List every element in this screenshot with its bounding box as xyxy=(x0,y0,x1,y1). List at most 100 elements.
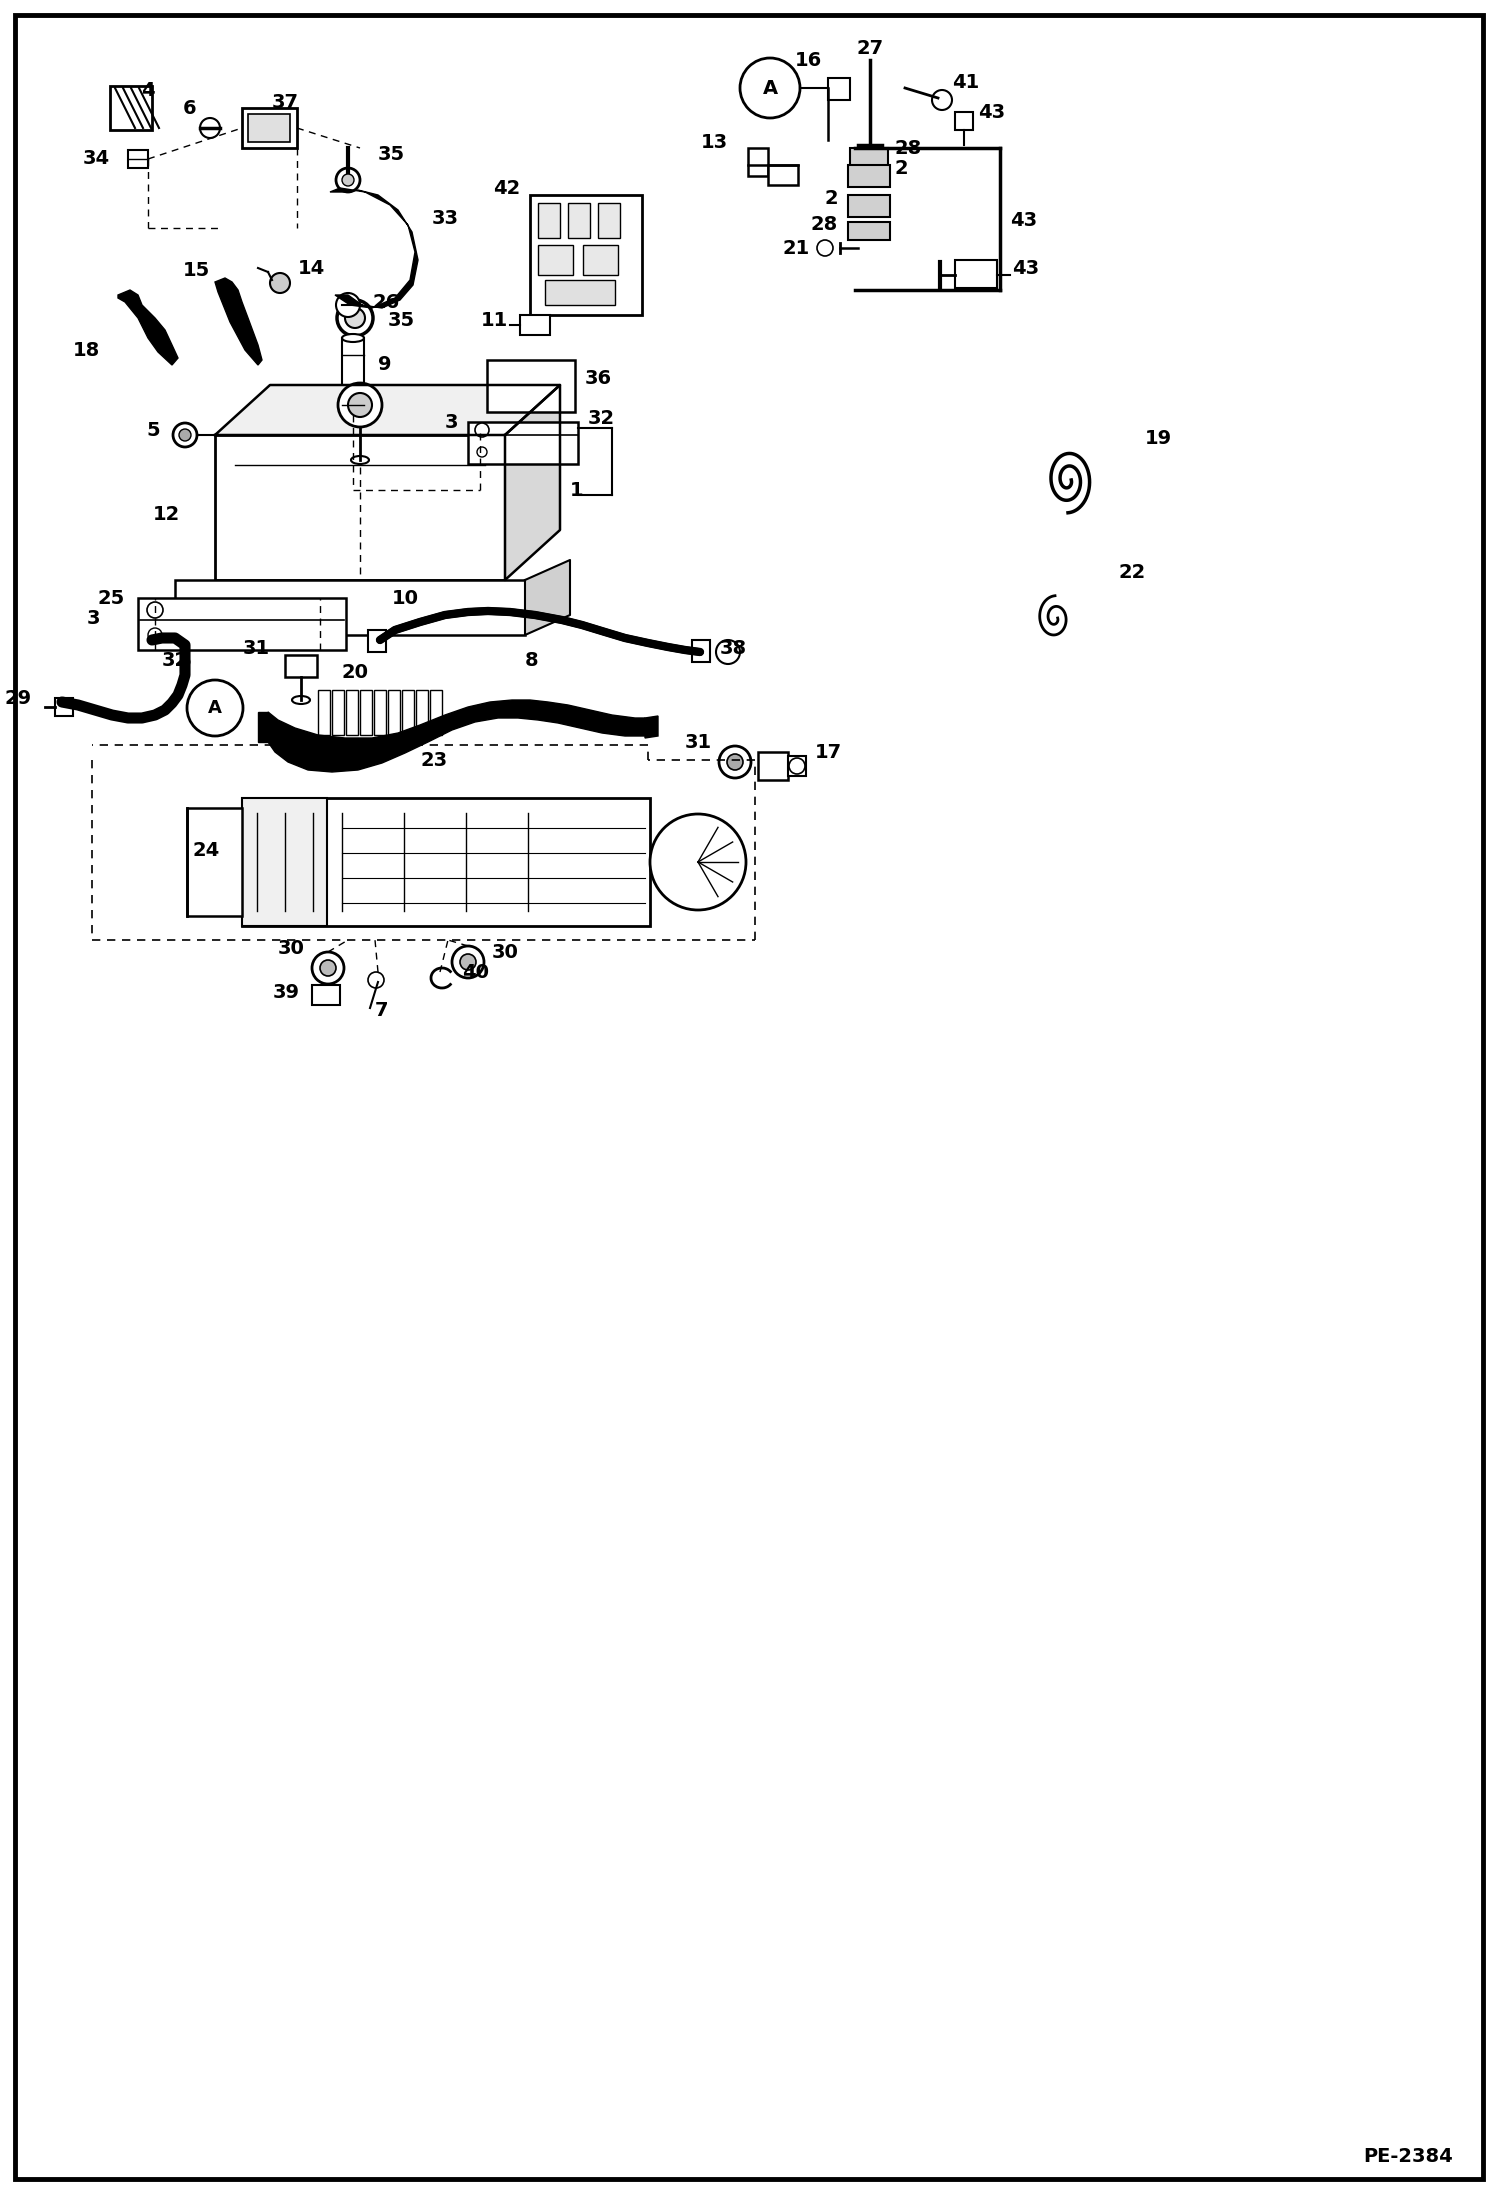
Bar xyxy=(342,338,364,410)
Circle shape xyxy=(312,952,345,983)
Bar xyxy=(333,689,345,735)
Text: 11: 11 xyxy=(481,312,508,329)
Text: 39: 39 xyxy=(273,983,300,1000)
Bar xyxy=(530,195,643,316)
Bar xyxy=(360,689,372,735)
Text: A: A xyxy=(208,700,222,717)
Ellipse shape xyxy=(351,456,369,463)
Circle shape xyxy=(719,746,750,779)
Bar xyxy=(138,599,346,649)
Bar xyxy=(243,108,297,147)
Circle shape xyxy=(789,757,804,774)
Text: 37: 37 xyxy=(271,94,298,112)
Bar xyxy=(848,222,890,239)
Bar xyxy=(312,985,340,1005)
Text: 27: 27 xyxy=(857,39,884,57)
Bar xyxy=(346,689,358,735)
Bar xyxy=(545,281,616,305)
Text: 3: 3 xyxy=(445,412,458,432)
Text: 34: 34 xyxy=(82,149,109,167)
Text: 31: 31 xyxy=(685,733,712,753)
Circle shape xyxy=(345,307,366,327)
Bar xyxy=(848,165,890,186)
Text: A: A xyxy=(762,79,777,97)
Text: 22: 22 xyxy=(1118,562,1146,581)
Text: 32: 32 xyxy=(589,408,616,428)
Polygon shape xyxy=(216,279,262,364)
Circle shape xyxy=(727,755,743,770)
Bar xyxy=(956,261,998,287)
Text: 20: 20 xyxy=(342,663,369,682)
Bar xyxy=(956,112,974,129)
Polygon shape xyxy=(330,189,418,307)
Bar xyxy=(175,579,524,634)
Bar xyxy=(520,316,550,336)
Text: 14: 14 xyxy=(298,259,325,276)
Text: 33: 33 xyxy=(431,208,458,228)
Text: 42: 42 xyxy=(493,178,520,197)
Text: 35: 35 xyxy=(388,312,415,329)
Text: 21: 21 xyxy=(783,239,810,257)
Text: 5: 5 xyxy=(147,421,160,439)
Text: 43: 43 xyxy=(1010,211,1037,230)
Text: 18: 18 xyxy=(73,340,100,360)
Circle shape xyxy=(816,239,833,257)
Ellipse shape xyxy=(342,333,364,342)
Text: 6: 6 xyxy=(183,99,196,118)
Text: PE-2384: PE-2384 xyxy=(1363,2146,1453,2165)
Text: 31: 31 xyxy=(243,638,270,658)
Circle shape xyxy=(339,384,382,428)
Ellipse shape xyxy=(292,695,310,704)
Text: 15: 15 xyxy=(183,261,210,279)
Polygon shape xyxy=(258,713,268,742)
Bar xyxy=(388,689,400,735)
Text: 26: 26 xyxy=(372,292,400,312)
Text: 25: 25 xyxy=(97,588,124,608)
Bar xyxy=(598,204,620,237)
Bar xyxy=(285,656,318,678)
Bar xyxy=(467,421,578,463)
Bar xyxy=(109,86,151,129)
Bar xyxy=(127,149,148,169)
Circle shape xyxy=(740,57,800,118)
Text: 41: 41 xyxy=(953,72,980,92)
Polygon shape xyxy=(118,290,178,364)
Polygon shape xyxy=(524,559,571,634)
Circle shape xyxy=(369,972,383,987)
Circle shape xyxy=(337,301,373,336)
Bar xyxy=(374,689,386,735)
Polygon shape xyxy=(268,700,646,772)
Circle shape xyxy=(475,423,488,437)
Text: 19: 19 xyxy=(1144,428,1171,448)
Text: 30: 30 xyxy=(491,943,518,961)
Bar xyxy=(430,689,442,735)
Text: 32: 32 xyxy=(162,649,189,669)
Text: 35: 35 xyxy=(377,145,404,165)
Circle shape xyxy=(348,393,372,417)
Bar xyxy=(692,641,710,663)
Text: 13: 13 xyxy=(701,132,728,151)
Text: 12: 12 xyxy=(153,505,180,524)
Circle shape xyxy=(476,448,487,456)
Bar xyxy=(568,204,590,237)
Polygon shape xyxy=(505,384,560,579)
Text: 4: 4 xyxy=(141,81,154,99)
Bar xyxy=(828,79,849,101)
Circle shape xyxy=(460,954,476,970)
Circle shape xyxy=(172,423,198,448)
Text: 9: 9 xyxy=(377,355,391,375)
Bar xyxy=(788,757,806,777)
Text: 1: 1 xyxy=(571,480,584,500)
Circle shape xyxy=(178,430,192,441)
Text: 24: 24 xyxy=(193,840,220,860)
Circle shape xyxy=(147,601,163,619)
Polygon shape xyxy=(646,715,658,737)
Bar xyxy=(249,114,291,143)
Circle shape xyxy=(932,90,953,110)
Bar xyxy=(538,204,560,237)
Bar xyxy=(768,165,798,184)
Bar xyxy=(55,698,73,715)
Text: 38: 38 xyxy=(721,638,748,658)
Text: 2: 2 xyxy=(824,189,837,208)
Bar xyxy=(583,246,619,274)
